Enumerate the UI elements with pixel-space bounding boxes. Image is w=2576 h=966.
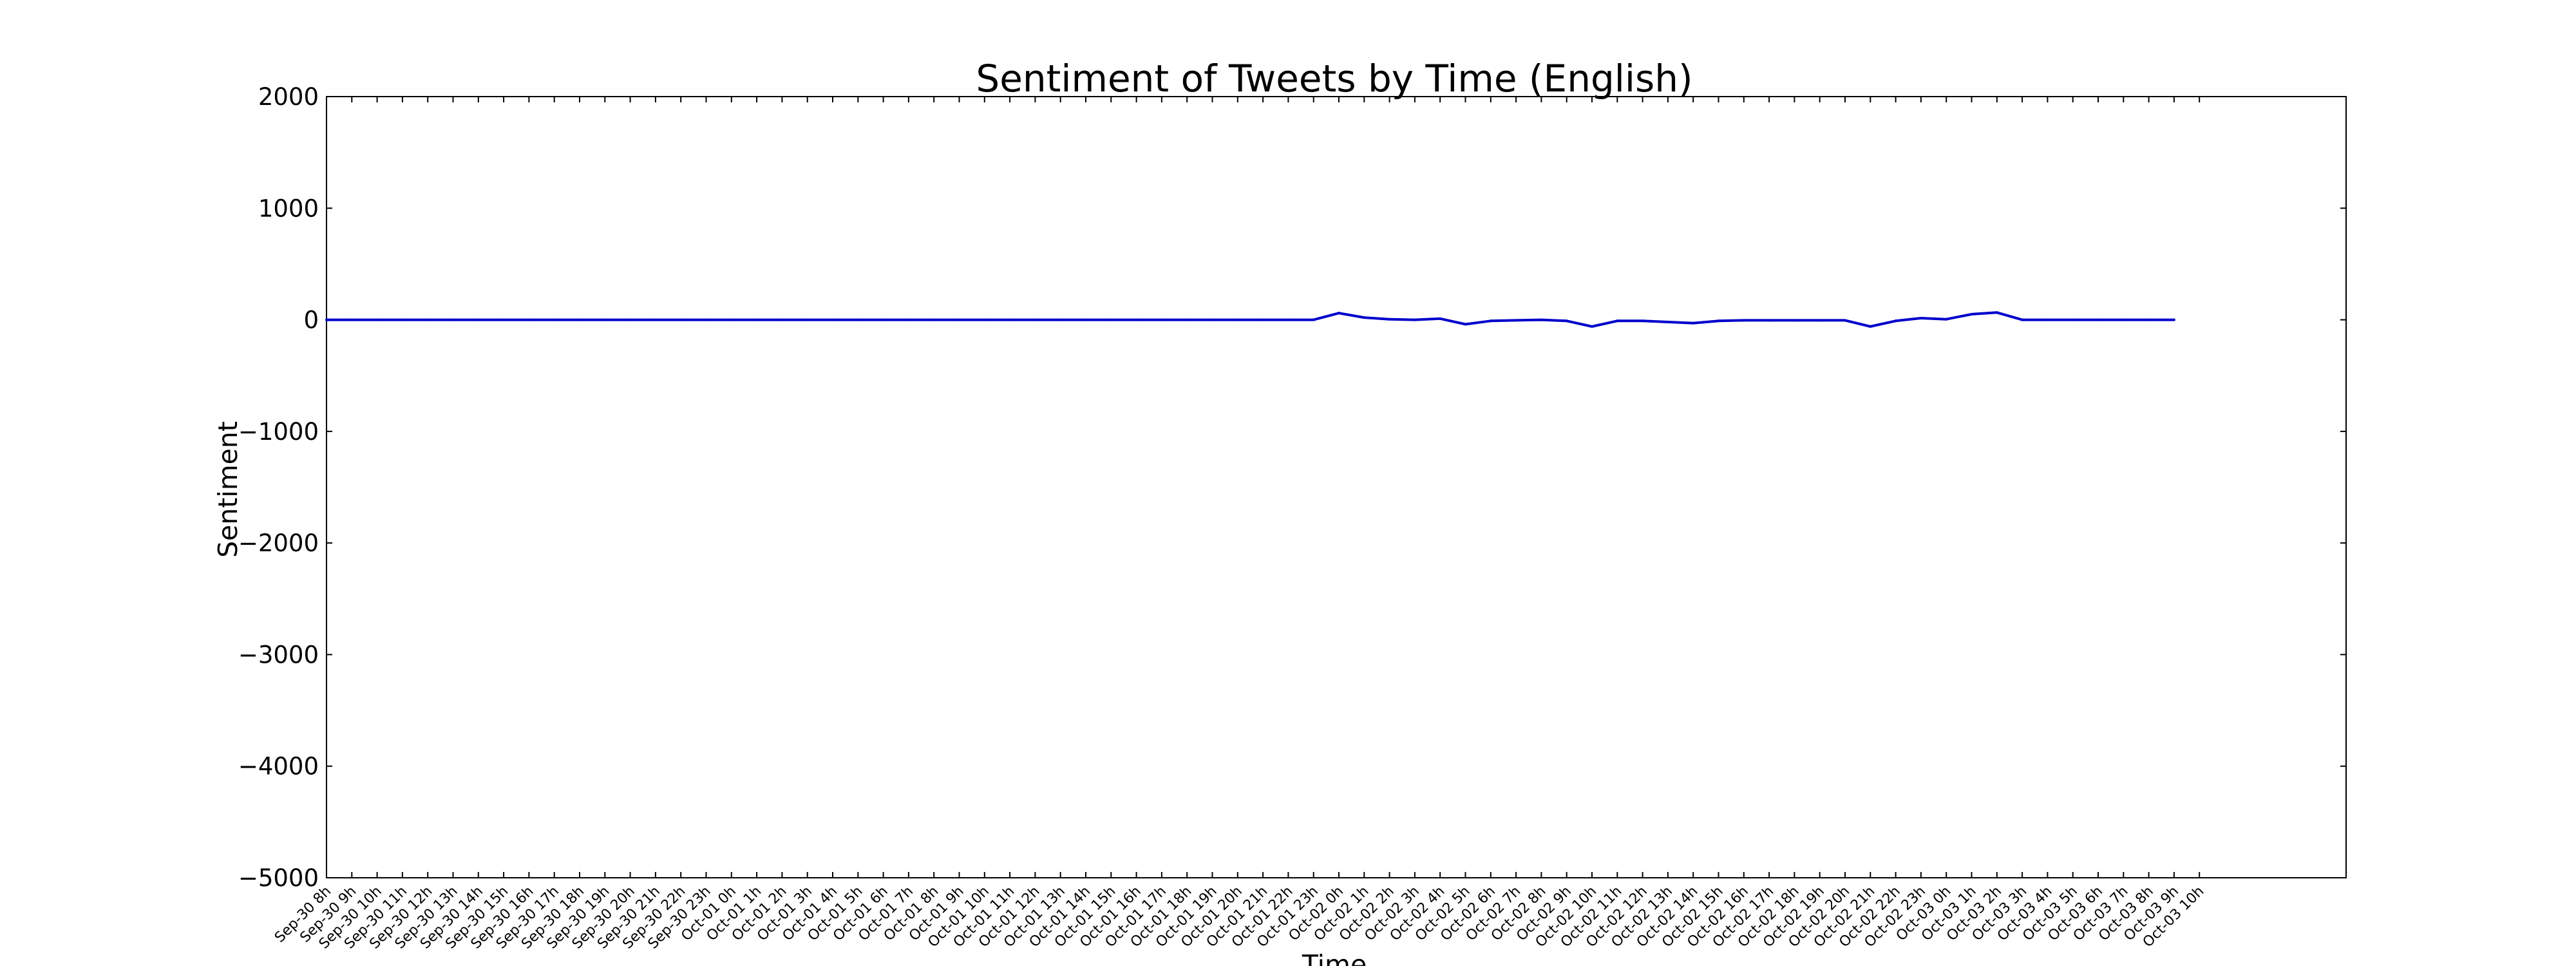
data-point: [1970, 312, 1973, 316]
data-point: [1768, 319, 1771, 322]
data-point: [983, 318, 986, 321]
y-axis-ticks: 2000 1000 0 −1000 −2000 −3000 −4000 −5000: [238, 83, 2346, 892]
data-point: [1793, 319, 1796, 322]
data-point: [629, 318, 632, 321]
data-point: [1084, 318, 1087, 321]
data-point: [1666, 321, 1669, 324]
data-point: [1894, 319, 1897, 323]
y-tick-label: −2000: [238, 529, 319, 557]
data-point: [1211, 318, 1214, 321]
data-point: [1059, 318, 1062, 321]
data-point: [705, 318, 708, 321]
y-tick-label: −3000: [238, 641, 319, 668]
data-point: [831, 318, 834, 321]
y-tick-label: −5000: [238, 864, 319, 892]
data-point: [401, 318, 404, 321]
data-point: [1844, 319, 1846, 322]
data-point: [781, 318, 784, 321]
data-point: [1995, 311, 1998, 314]
y-tick-label: 1000: [258, 194, 319, 222]
data-point: [1869, 325, 1872, 328]
data-point: [1110, 318, 1113, 321]
data-point: [1186, 318, 1189, 321]
chart-title: Sentiment of Tweets by Time (English): [976, 57, 1692, 100]
data-point: [654, 318, 657, 321]
y-tick-label: 2000: [258, 83, 319, 111]
data-point: [2172, 318, 2175, 321]
series-group: [325, 311, 2175, 328]
data-point: [477, 318, 480, 321]
data-point: [1717, 319, 1720, 323]
data-point: [806, 318, 809, 321]
data-point: [1363, 316, 1366, 319]
data-point: [1034, 318, 1037, 321]
data-point: [375, 318, 379, 321]
data-point: [1236, 318, 1239, 321]
data-point: [1287, 318, 1290, 321]
data-point: [882, 318, 885, 321]
plot-area: [326, 96, 2347, 878]
data-point: [2046, 318, 2049, 321]
data-point: [1641, 319, 1644, 323]
x-axis-label: Time: [1302, 949, 1367, 966]
data-point: [1565, 319, 1568, 323]
data-point: [1919, 316, 1922, 319]
data-point: [2071, 318, 2074, 321]
data-point: [426, 318, 430, 321]
data-point: [451, 318, 455, 321]
data-point: [907, 318, 910, 321]
data-point: [933, 318, 936, 321]
data-point: [325, 318, 328, 321]
data-point: [553, 318, 556, 321]
data-point: [679, 318, 683, 321]
data-point: [1262, 318, 1265, 321]
data-point: [857, 318, 860, 321]
data-point: [1945, 317, 1948, 321]
y-tick-label: −4000: [238, 753, 319, 781]
data-point: [578, 318, 581, 321]
data-point: [1009, 318, 1012, 321]
data-point: [502, 318, 506, 321]
data-point: [1489, 319, 1492, 323]
data-point: [2021, 318, 2024, 321]
y-tick-label: 0: [303, 307, 319, 334]
data-point: [755, 318, 759, 321]
data-point: [1692, 321, 1695, 325]
data-point: [1616, 319, 1619, 323]
data-point: [603, 318, 607, 321]
y-tick-label: −1000: [238, 418, 319, 446]
data-point: [1388, 317, 1391, 321]
data-point: [1540, 318, 1543, 321]
y-axis-label: Sentiment: [213, 421, 243, 558]
data-point: [350, 318, 354, 321]
data-point: [1742, 319, 1745, 322]
data-point: [1338, 312, 1340, 315]
data-point: [1591, 325, 1593, 328]
data-point: [1135, 318, 1138, 321]
data-point: [1818, 319, 1821, 322]
data-point: [2147, 318, 2150, 321]
series-line: [327, 311, 2174, 328]
data-point: [1515, 319, 1518, 322]
data-point: [2122, 318, 2125, 321]
data-point: [1464, 323, 1467, 326]
data-point: [730, 318, 733, 321]
data-point: [1413, 318, 1416, 321]
data-point: [2097, 318, 2099, 321]
data-point: [1160, 318, 1163, 321]
data-point: [1312, 318, 1315, 321]
data-point: [958, 318, 961, 321]
data-point: [527, 318, 531, 321]
data-point: [1439, 317, 1442, 320]
